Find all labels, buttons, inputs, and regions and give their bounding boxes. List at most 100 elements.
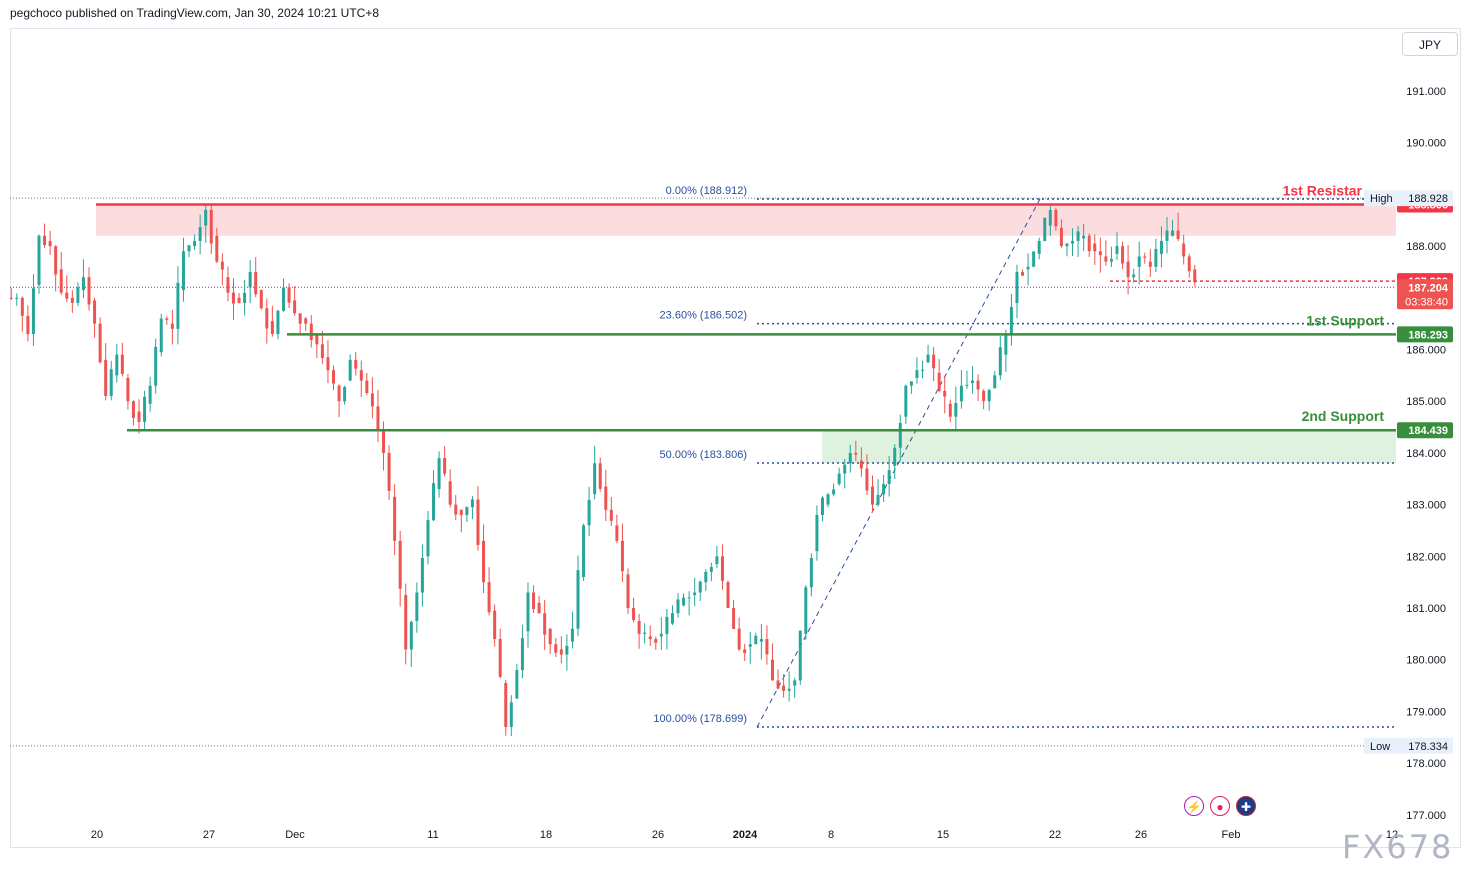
y-tick-label: 190.000 <box>1406 138 1446 150</box>
candle-body <box>682 597 686 606</box>
candle-body <box>1132 274 1136 278</box>
candle-body <box>1126 261 1130 278</box>
candle-body <box>1093 243 1097 252</box>
candle-body <box>993 375 997 389</box>
candle-body <box>576 570 580 629</box>
fib-label: 0.00% (188.912) <box>666 185 747 197</box>
candle-body <box>493 610 497 640</box>
candle-body <box>309 323 313 341</box>
candle-body <box>837 473 841 484</box>
candle-body <box>921 369 925 371</box>
publisher-info: pegchoco published on TradingView.com, J… <box>10 6 380 20</box>
candle-body <box>1121 246 1125 264</box>
candle-body <box>754 635 758 645</box>
lightning-icon[interactable]: ⚡ <box>1184 796 1204 816</box>
candle-body <box>954 402 958 417</box>
candle-body <box>215 235 219 262</box>
high-tag-label: High <box>1370 193 1393 205</box>
candle-body <box>148 385 152 404</box>
candle-body <box>298 313 302 324</box>
candle-body <box>315 334 319 345</box>
candle-body <box>565 645 569 655</box>
candle-body <box>243 292 247 303</box>
low-price-label: 178.334 <box>1408 741 1448 753</box>
candle-body <box>54 246 58 275</box>
candle-body <box>354 359 358 369</box>
candle-body <box>909 381 913 386</box>
candle-body <box>443 458 447 474</box>
candle-body <box>109 369 113 397</box>
candle-body <box>1143 256 1147 258</box>
candle-body <box>1171 230 1175 236</box>
candle-body <box>48 240 52 247</box>
candle-body <box>93 300 97 324</box>
candle-body <box>704 571 708 583</box>
candle-body <box>154 346 158 386</box>
fib-trend-line <box>756 198 1041 728</box>
candle-body <box>748 644 752 647</box>
candle-body <box>231 292 235 304</box>
candle-body <box>1059 228 1063 247</box>
x-tick-label: 11 <box>427 829 438 841</box>
currency-selector[interactable]: JPY <box>1402 32 1458 56</box>
candle-body <box>1021 271 1025 276</box>
x-tick-label: 18 <box>540 829 552 841</box>
candle-body <box>504 682 508 727</box>
record-icon[interactable]: ● <box>1210 796 1230 816</box>
fib-label: 23.60% (186.502) <box>660 310 747 322</box>
x-tick-label: Feb <box>1222 829 1241 841</box>
candle-body <box>159 318 163 353</box>
candle-body <box>532 592 536 609</box>
candle-body <box>359 370 363 381</box>
level-price-tag <box>1397 326 1453 343</box>
candle-body <box>198 227 202 241</box>
support-zone <box>822 430 1396 464</box>
candle-body <box>259 290 263 309</box>
high-price-label: 188.928 <box>1408 193 1448 205</box>
candle-body <box>209 209 213 244</box>
candle-body <box>520 638 524 671</box>
candle-body <box>9 297 13 299</box>
x-tick-label: 2024 <box>733 829 758 841</box>
candle-body <box>370 393 374 407</box>
x-tick-label: 26 <box>1135 829 1147 841</box>
candle-body <box>1032 251 1036 267</box>
candle-body <box>43 235 47 246</box>
y-tick-label: 182.000 <box>1406 551 1446 563</box>
y-tick-label: 185.000 <box>1406 396 1446 408</box>
candle-body <box>393 496 397 541</box>
candle-body <box>926 354 930 363</box>
y-tick-label: 181.000 <box>1406 603 1446 615</box>
candle-body <box>120 354 124 374</box>
candle-body <box>226 277 230 293</box>
chart-icons: ⚡ ● ✚ <box>1184 796 1256 816</box>
candle-body <box>515 670 519 699</box>
level-label-3: 2nd Support <box>1302 408 1385 424</box>
candle-body <box>609 509 613 521</box>
candle-body <box>582 525 586 578</box>
candle-body <box>720 556 724 581</box>
candle-body <box>632 608 636 621</box>
candle-body <box>126 377 130 402</box>
candle-body <box>593 463 597 495</box>
candle-body <box>237 297 241 303</box>
candle-body <box>1048 209 1052 226</box>
candle-body <box>765 639 769 655</box>
candle-body <box>715 556 719 565</box>
y-tick-label: 186.000 <box>1406 345 1446 357</box>
candle-body <box>982 390 986 402</box>
candle-body <box>320 344 324 359</box>
candle-body <box>570 628 574 642</box>
candle-body <box>654 639 658 643</box>
candle-body <box>882 483 886 495</box>
candle-body <box>1109 258 1113 262</box>
candle-body <box>1065 243 1069 247</box>
fib-label: 50.00% (183.806) <box>660 449 747 461</box>
candle-body <box>470 499 474 508</box>
candle-body <box>420 558 424 593</box>
x-tick-label: 27 <box>203 829 215 841</box>
fib-label: 100.00% (178.699) <box>653 713 747 725</box>
candle-body <box>415 592 419 621</box>
uk-flag-icon[interactable]: ✚ <box>1236 796 1256 816</box>
